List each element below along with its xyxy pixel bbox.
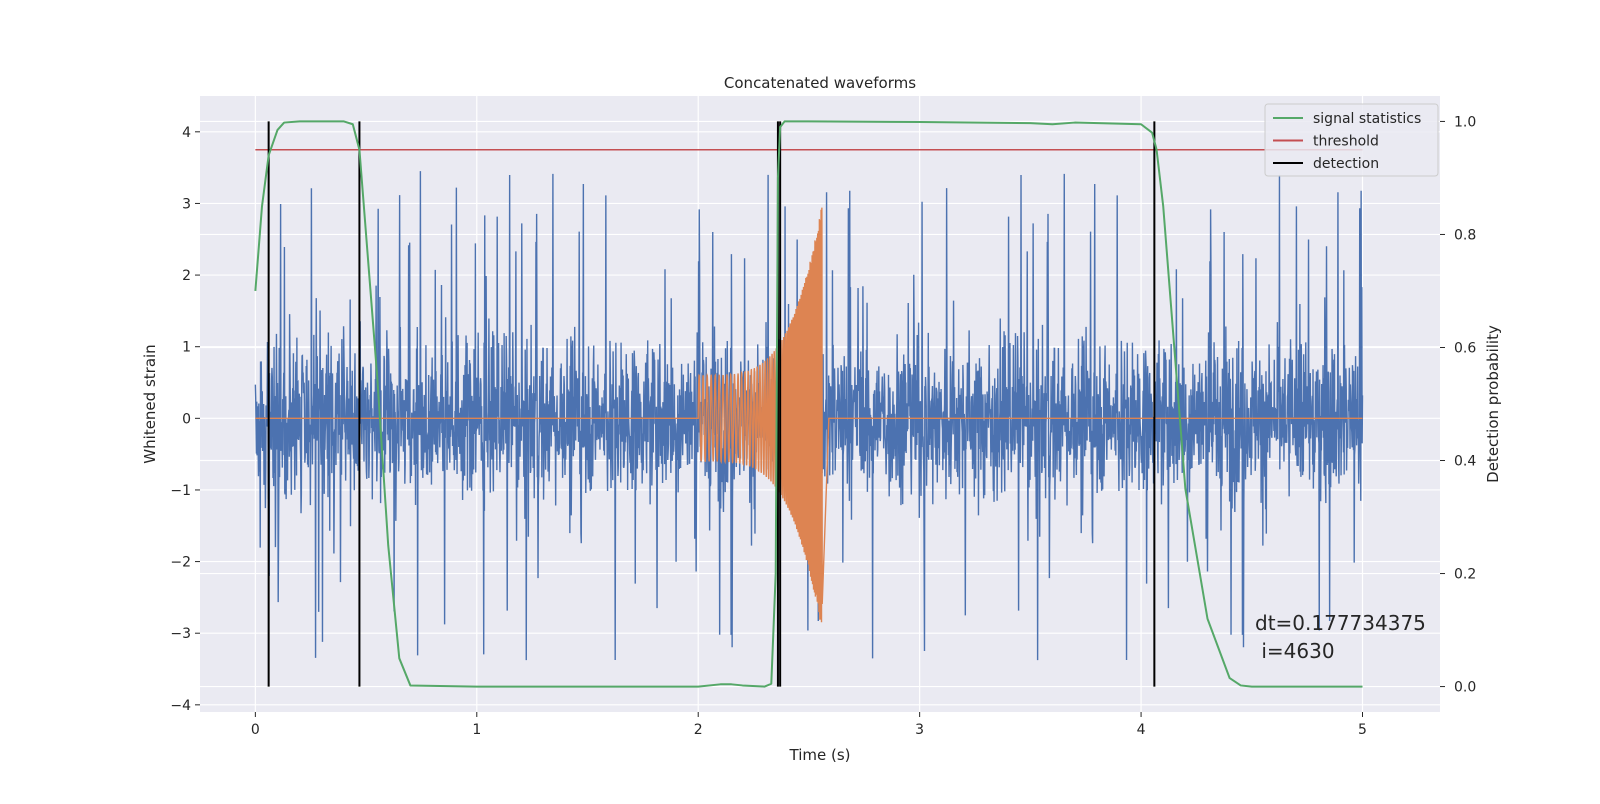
legend-label: signal statistics (1313, 111, 1421, 127)
y-tick-label-left: 3 (182, 196, 191, 212)
x-tick-label: 2 (694, 722, 703, 738)
y-tick-label-right: 1.0 (1454, 114, 1476, 130)
signal-statistics-line (254, 120, 1363, 688)
y-tick-label-right: 0.2 (1454, 567, 1476, 583)
legend-label: threshold (1313, 134, 1379, 150)
y-tick-label-right: 0.8 (1454, 227, 1476, 243)
annotation-i: i=4630 (1255, 639, 1335, 663)
y-tick-label-left: −1 (170, 483, 191, 499)
series-injected-waveform (255, 207, 1363, 623)
legend: signal statistics threshold detection (1264, 103, 1439, 177)
x-tick-label: 5 (1358, 722, 1367, 738)
y-tick-label-left: 1 (182, 340, 191, 356)
series-signal-statistics (254, 120, 1363, 688)
y-tick-label-right: 0.0 (1454, 680, 1476, 696)
y-tick-label-right: 0.4 (1454, 454, 1476, 470)
injected-waveform-line (255, 207, 1363, 623)
series-detection (267, 121, 1156, 687)
y-tick-label-left: −4 (170, 698, 191, 714)
x-tick-label: 0 (251, 722, 260, 738)
annotation-dt: dt=0.177734375 (1255, 611, 1426, 635)
y-tick-label-left: −2 (170, 555, 191, 571)
y-axis-label-left: Whitened strain (141, 344, 159, 463)
y-tick-label-left: 4 (182, 125, 191, 141)
y-tick-label-left: 0 (182, 411, 191, 427)
x-tick-label: 1 (472, 722, 481, 738)
y-axis-label-right: Detection probability (1484, 325, 1502, 483)
y-tick-label-right: 0.6 (1454, 340, 1476, 356)
y-tick-label-left: 2 (182, 268, 191, 284)
legend-box (1264, 103, 1439, 177)
y-tick-label-left: −3 (170, 626, 191, 642)
chart-title: Concatenated waveforms (724, 74, 916, 92)
x-tick-label: 4 (1137, 722, 1146, 738)
axes: 0 1 2 3 4 5 −4 −3 −2 −1 0 1 2 3 4 0.0 0.2 0.4 0.6 0.8 1.0 (170, 114, 1476, 738)
x-axis-label: Time (s) (789, 746, 851, 764)
x-tick-label: 3 (915, 722, 924, 738)
legend-label: detection (1313, 156, 1379, 172)
